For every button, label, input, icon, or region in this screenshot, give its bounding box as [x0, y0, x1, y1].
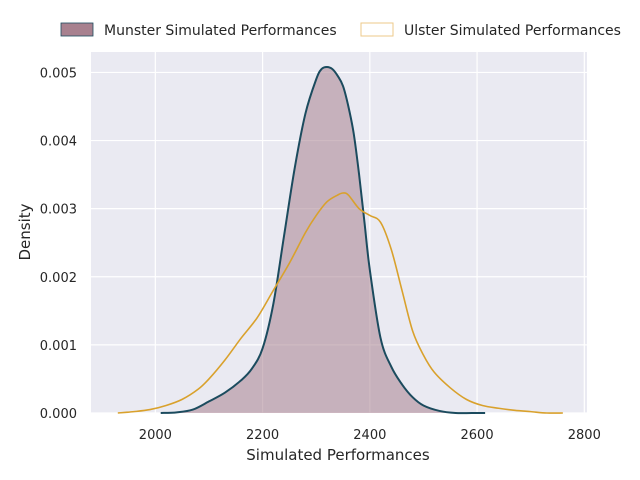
- x-tick-label: 2200: [246, 428, 279, 443]
- munster-density-point: [369, 269, 370, 270]
- munster-density-point: [332, 68, 333, 69]
- munster-density-point: [262, 348, 263, 349]
- ulster-density-point: [337, 194, 338, 195]
- munster-density-point: [485, 412, 486, 413]
- ulster-density-point: [391, 249, 392, 250]
- legend-label-ulster: Ulster Simulated Performances: [404, 23, 621, 39]
- munster-density-point: [380, 337, 381, 338]
- ulster-density-point: [133, 411, 134, 412]
- ulster-density-point: [305, 232, 306, 233]
- munster-density-point: [273, 303, 274, 304]
- ulster-density-point: [326, 201, 327, 202]
- ulster-density-point: [466, 399, 467, 400]
- ulster-density-point: [562, 412, 563, 413]
- x-tick-label: 2400: [353, 428, 386, 443]
- ulster-density-point: [289, 263, 290, 264]
- y-tick-label: 0.004: [40, 135, 77, 150]
- ulster-density-point: [257, 317, 258, 318]
- ulster-density-point: [482, 405, 483, 406]
- legend-swatch-ulster: [360, 22, 394, 37]
- munster-density-point: [326, 66, 327, 67]
- ulster-density-point: [514, 410, 515, 411]
- y-tick-label: 0.002: [40, 271, 77, 286]
- munster-density-point: [176, 412, 177, 413]
- y-tick-label: 0.005: [40, 66, 77, 81]
- legend-swatch-munster: [60, 22, 94, 37]
- ulster-density-point: [423, 355, 424, 356]
- y-tick-label: 0.003: [40, 203, 77, 218]
- munster-density-point: [401, 384, 402, 385]
- ulster-density-point: [165, 405, 166, 406]
- munster-density-area: [160, 66, 486, 414]
- munster-density-point: [224, 392, 225, 393]
- munster-density-point: [251, 368, 252, 369]
- ulster-density-point: [241, 337, 242, 338]
- x-axis-ticks: 2000 2200 2400 2600 2800: [139, 428, 601, 443]
- ulster-density-point: [149, 409, 150, 410]
- ulster-density-point: [380, 222, 381, 223]
- ulster-density-point: [369, 215, 370, 216]
- munster-density-point: [283, 235, 284, 236]
- ulster-density-point: [224, 359, 225, 360]
- y-tick-label: 0.000: [40, 407, 77, 422]
- munster-density-line: [160, 65, 486, 415]
- munster-density-point: [208, 401, 209, 402]
- munster-density-point: [316, 79, 317, 80]
- ulster-density-point: [273, 290, 274, 291]
- munster-density-point: [337, 75, 338, 76]
- series-layer: [117, 65, 563, 415]
- ulster-density-point: [546, 412, 547, 413]
- x-tick-label: 2800: [568, 428, 601, 443]
- ulster-density-point: [342, 192, 343, 193]
- ulster-density-point: [498, 408, 499, 409]
- ulster-density-point: [450, 387, 451, 388]
- ulster-density-point: [198, 389, 199, 390]
- munster-density-point: [160, 412, 161, 413]
- legend-label-munster: Munster Simulated Performances: [104, 23, 337, 39]
- munster-density-point: [348, 106, 349, 107]
- munster-density-point: [321, 68, 322, 69]
- munster-density-point: [455, 412, 456, 413]
- ulster-density-point: [359, 208, 360, 209]
- y-axis-label: Density: [16, 203, 34, 260]
- munster-density-point: [423, 405, 424, 406]
- y-axis-ticks: 0.000 0.001 0.002 0.003 0.004 0.005: [40, 66, 77, 422]
- munster-density-point: [364, 222, 365, 223]
- munster-density-point: [241, 380, 242, 381]
- x-axis-label: Simulated Performances: [246, 446, 430, 464]
- ulster-density-point: [316, 215, 317, 216]
- y-tick-label: 0.001: [40, 339, 77, 354]
- munster-density-point: [342, 85, 343, 86]
- munster-density-point: [359, 174, 360, 175]
- legend: Munster Simulated Performances Ulster Si…: [60, 22, 621, 39]
- x-tick-label: 2600: [461, 428, 494, 443]
- ulster-density-point: [208, 378, 209, 379]
- munster-density-point: [294, 167, 295, 168]
- ulster-density-point: [412, 331, 413, 332]
- munster-density-point: [439, 410, 440, 411]
- munster-density-point: [353, 133, 354, 134]
- ulster-density-point: [434, 372, 435, 373]
- munster-density-point: [192, 409, 193, 410]
- munster-density-point: [412, 397, 413, 398]
- munster-density-point: [391, 366, 392, 367]
- munster-density-point: [471, 412, 472, 413]
- ulster-density-point: [182, 399, 183, 400]
- x-tick-label: 2000: [139, 428, 172, 443]
- ulster-density-line: [117, 192, 563, 414]
- ulster-density-point: [117, 412, 118, 413]
- ulster-density-point: [530, 411, 531, 412]
- ulster-density-point: [348, 194, 349, 195]
- munster-density-point: [305, 113, 306, 114]
- ulster-density-point: [401, 290, 402, 291]
